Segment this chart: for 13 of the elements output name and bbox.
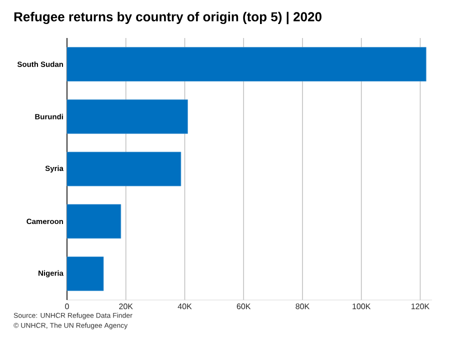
bar <box>66 152 182 186</box>
bar <box>66 204 122 239</box>
bar <box>66 99 188 134</box>
bar <box>66 47 426 82</box>
bar <box>66 256 104 292</box>
x-tick-label: 20K <box>119 304 133 310</box>
x-tick-label: 0 <box>65 304 69 310</box>
x-tick-label: 60K <box>236 304 251 310</box>
x-tick-label: 40K <box>178 304 192 310</box>
x-tick-label: 120K <box>412 304 430 310</box>
x-tick-label: 80K <box>296 304 310 310</box>
chart-title: Refugee returns by country of origin (top 5) | 2020 <box>14 12 322 24</box>
x-tick-label: 100K <box>352 304 371 310</box>
